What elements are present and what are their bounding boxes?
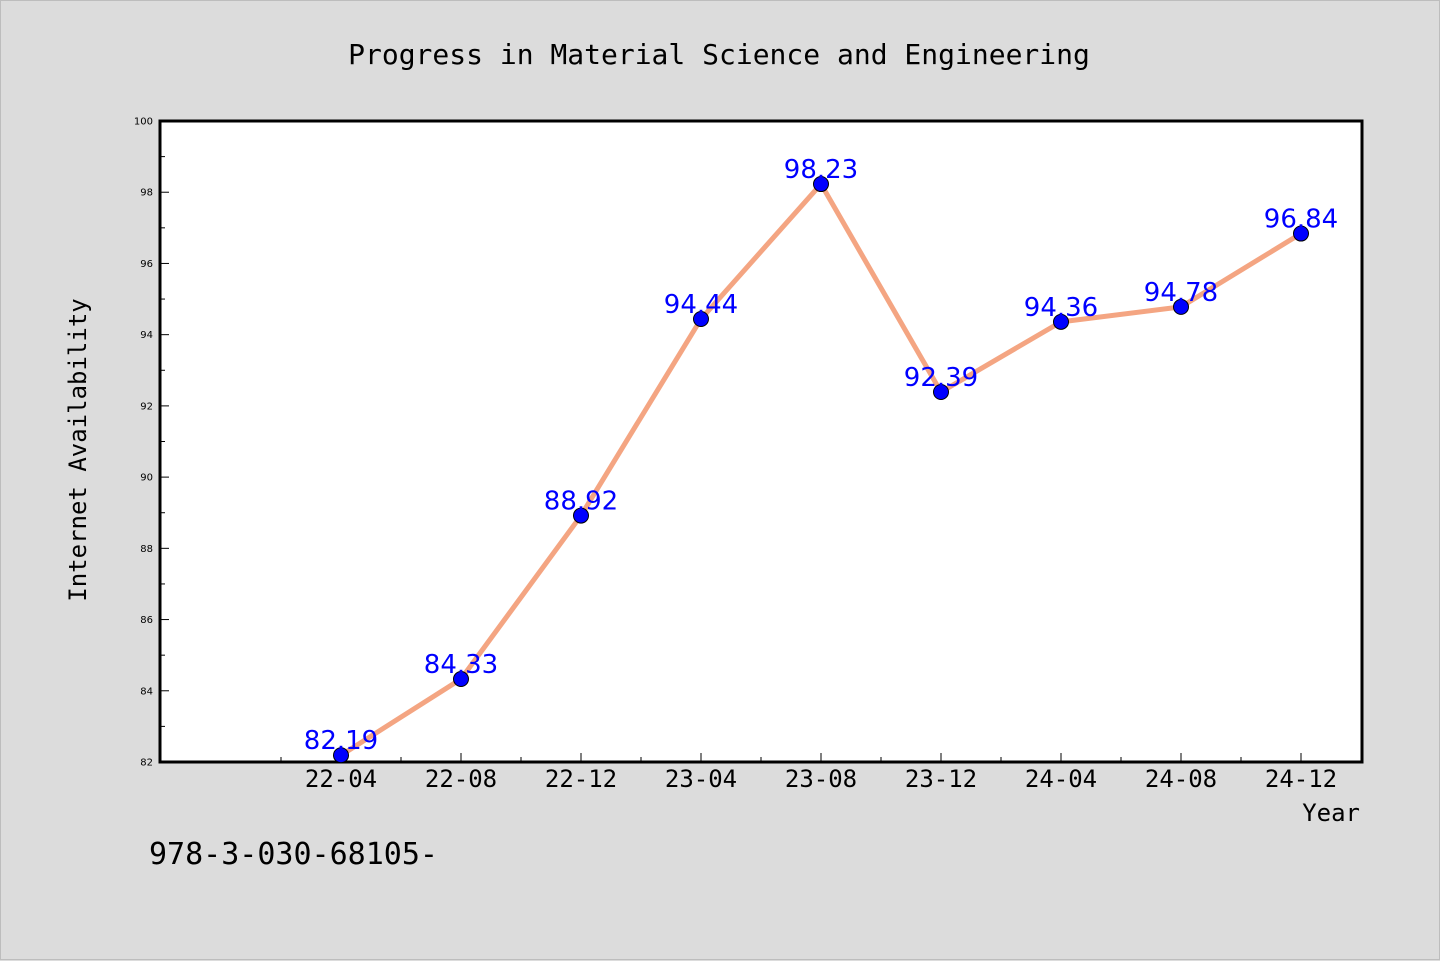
data-point <box>333 747 349 764</box>
data-label: 82.19 <box>304 726 378 756</box>
y-tick-label: 86 <box>140 615 153 626</box>
footer-text: 978-3-030-68105- <box>149 837 438 872</box>
data-label: 94.44 <box>664 290 738 320</box>
y-tick-label: 82 <box>140 758 153 769</box>
chart-title: Progress in Material Science and Enginee… <box>348 38 1090 71</box>
data-point <box>453 671 469 688</box>
x-tick-label: 23-04 <box>665 765 737 793</box>
data-point <box>1053 313 1069 330</box>
data-point <box>933 384 949 401</box>
data-label: 94.36 <box>1024 293 1098 323</box>
data-label: 88.92 <box>544 487 618 517</box>
x-tick-label: 22-12 <box>545 765 617 793</box>
data-point <box>693 310 709 327</box>
x-axis-label: Year <box>1302 799 1360 827</box>
markers-group <box>333 176 1309 764</box>
y-tick-label: 84 <box>140 686 153 697</box>
y-tick-label: 98 <box>140 188 153 199</box>
x-tick-label: 24-08 <box>1145 765 1217 793</box>
data-point <box>1293 225 1309 242</box>
x-tick-label: 23-12 <box>905 765 977 793</box>
y-tick-label: 96 <box>140 259 153 270</box>
data-label: 92.39 <box>904 363 978 393</box>
x-tick-label: 24-12 <box>1265 765 1337 793</box>
y-tick-label: 90 <box>140 473 153 484</box>
plot-area <box>158 119 1364 764</box>
x-tick-label: 23-08 <box>785 765 857 793</box>
data-label: 98.23 <box>784 155 858 185</box>
y-tick-label: 94 <box>140 330 153 341</box>
data-label: 84.33 <box>424 650 498 680</box>
data-point <box>813 176 829 193</box>
data-label: 94.78 <box>1144 278 1218 308</box>
data-labels-group: 82.19 84.33 88.92 94.44 98.23 92.39 94.36 94.78… <box>304 155 1338 756</box>
y-tick-label: 92 <box>140 401 153 412</box>
x-tick-label: 24-04 <box>1025 765 1097 793</box>
y-axis: 82 84 86 88 90 92 94 96 98 100 <box>134 117 169 769</box>
data-point <box>1173 298 1189 315</box>
data-label: 96.84 <box>1264 205 1338 235</box>
y-tick-label: 100 <box>134 117 153 128</box>
y-axis-label: Internet Availability <box>64 298 92 601</box>
data-point <box>573 507 589 524</box>
y-tick-label: 88 <box>140 544 153 555</box>
x-tick-label: 22-08 <box>425 765 497 793</box>
x-tick-label: 22-04 <box>305 765 377 793</box>
